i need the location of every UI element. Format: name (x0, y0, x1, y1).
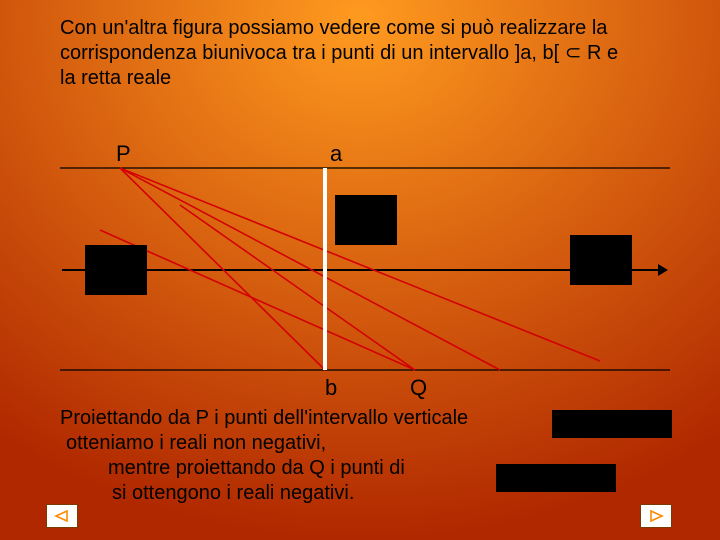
arrow-right-icon (647, 510, 665, 522)
label-q: Q (410, 374, 427, 402)
slide-root: Con un'altra figura possiamo vedere come… (0, 0, 720, 540)
arrow-left-icon (53, 510, 71, 522)
outro-text: Proiettando da P i punti dell'intervallo… (60, 406, 680, 506)
projection-diagram (60, 165, 670, 375)
label-p: P (116, 140, 131, 168)
next-button[interactable] (640, 504, 672, 528)
prev-button[interactable] (46, 504, 78, 528)
intro-text: Con un'altra figura possiamo vedere come… (60, 16, 620, 91)
label-b: b (325, 374, 337, 402)
label-a: a (330, 140, 342, 168)
